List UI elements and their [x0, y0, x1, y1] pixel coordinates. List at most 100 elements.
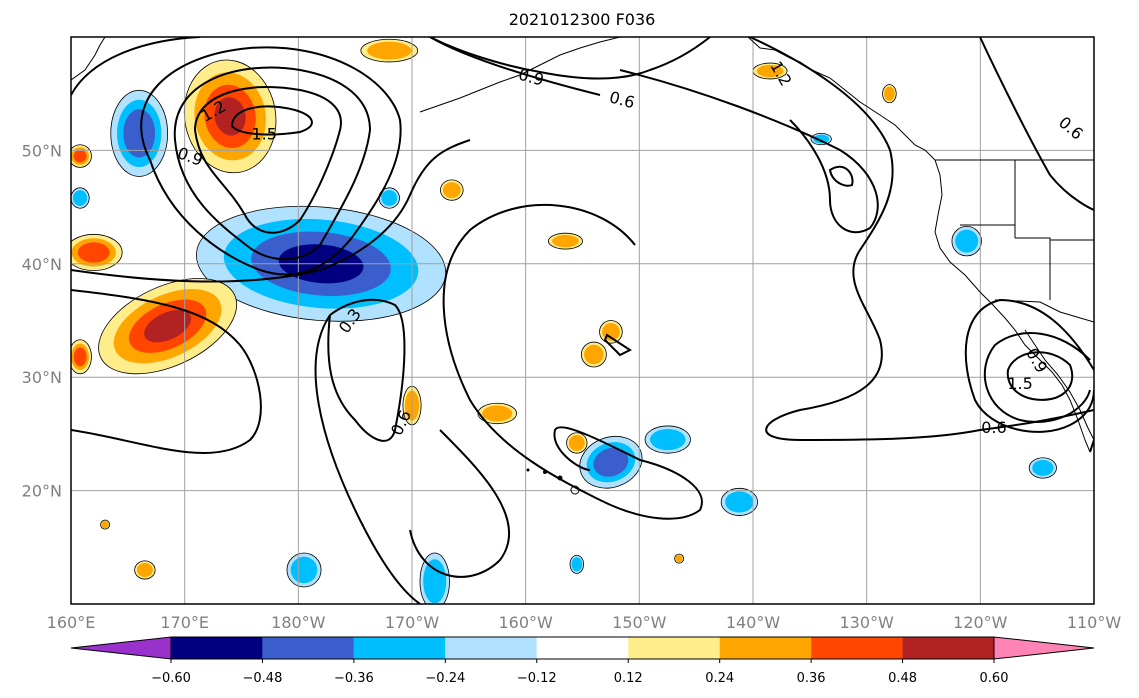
contour-loop-central: [409, 429, 511, 578]
longitude-tick-label: 150°W: [612, 613, 667, 632]
shaded-field-pos-level-1: [482, 405, 513, 422]
shaded-field-neg-level-1: [955, 229, 979, 253]
contour-small-mid: [603, 333, 633, 357]
shaded-field-neg-level-1: [571, 557, 583, 572]
colorbar-extend-max: [993, 636, 1095, 660]
contour-0.3-west: [71, 37, 471, 283]
colorbar-tick-label: 0.48: [888, 671, 917, 686]
coastline-north-america: [747, 37, 1091, 453]
shaded-field-pos-level-2: [73, 149, 87, 163]
contour-1.2-cutoff: [1006, 351, 1074, 401]
contour-0.6-cutoff: [964, 298, 1094, 433]
contour-0.9-west: [173, 66, 372, 261]
colorbar-swatch: [171, 637, 263, 659]
longitude-tick-label: 130°W: [839, 613, 894, 632]
colorbar-swatch: [719, 637, 812, 659]
shaded-field-pos-level-1: [442, 182, 461, 199]
shaded-field-neg-level-1: [813, 134, 830, 144]
shaded-field-neg-level-1: [725, 491, 754, 513]
colorbar-swatch: [353, 637, 446, 659]
shaded-field-pos-level-1: [756, 64, 784, 78]
shaded-field-neg-level-1: [1032, 459, 1054, 476]
contour-1.5: [230, 105, 313, 136]
colorbar-swatch: [262, 637, 354, 659]
contour-loop-mid: [442, 204, 703, 520]
latitude-tick-label: 40°N: [22, 255, 62, 274]
colorbar-tick-label: −0.12: [517, 671, 557, 686]
state-borders: [960, 160, 1094, 300]
longitude-tick-label: 170°W: [385, 613, 440, 632]
contour-0.9-cutoff: [983, 332, 1091, 423]
shaded-field-neg-level-2: [593, 447, 629, 477]
contour-0.6-west: [140, 46, 402, 276]
coastline-aleutians: [419, 37, 621, 113]
colorbar: −0.60 −0.48 −0.36 −0.24 −0.12 0.12 0.24 0.36 0.4…: [70, 636, 1095, 686]
latitude-tick-label: 30°N: [22, 368, 62, 387]
contour-lines: [71, 37, 1094, 604]
contour-east-trough: [749, 37, 1094, 442]
shading-layer: [71, 38, 1057, 604]
colorbar-outline: [171, 636, 994, 660]
shaded-field-pos-level-3: [214, 97, 246, 136]
latitude-tick-labels: 20°N 30°N 40°N 50°N: [22, 141, 62, 500]
contour-label: 1.5: [1007, 374, 1032, 393]
longitude-tick-label: 140°W: [726, 613, 781, 632]
shaded-field-pos-level-1: [675, 555, 683, 563]
colorbar-extend-min: [70, 636, 172, 660]
plot-frame: [70, 36, 1095, 605]
longitude-tick-label: 170°E: [160, 613, 209, 632]
longitude-tick-label: 160°E: [47, 613, 96, 632]
colorbar-tick-label: −0.24: [425, 671, 465, 686]
shaded-field-pos-level-3: [144, 309, 192, 343]
contour-ne-corner: [979, 37, 1094, 211]
colorbar-swatch: [628, 637, 720, 659]
contour-small-ne: [828, 165, 854, 187]
shaded-field-pos-level-1: [584, 344, 604, 365]
contour-0.3-south: [314, 298, 421, 604]
longitude-tick-label: 120°W: [953, 613, 1008, 632]
contour-0.9-north: [429, 37, 711, 80]
shaded-field-pos-level-1: [367, 41, 412, 60]
colorbar-tick-label: −0.36: [334, 671, 374, 686]
colorbar-tick-label: 0.36: [797, 671, 826, 686]
colorbar-tick-label: 0.60: [980, 671, 1009, 686]
coastline-baja: [1024, 329, 1094, 441]
longitude-tick-label: 180°W: [271, 613, 326, 632]
shaded-field-pos-level-2: [77, 242, 110, 263]
hawaii-island: [526, 468, 530, 472]
latitude-tick-label: 20°N: [22, 482, 62, 501]
shaded-field-neg-level-2: [123, 109, 156, 158]
shaded-field-pos-level-1: [568, 435, 585, 451]
shaded-field-pos-level-1: [136, 562, 153, 578]
contour-0.3-tongue: [71, 289, 262, 454]
colorbar-swatch: [811, 637, 903, 659]
colorbar-swatch: [445, 637, 537, 659]
colorbar-swatch: [536, 637, 629, 659]
colorbar-tick-label: 0.24: [705, 671, 734, 686]
coastline-kamchatka: [71, 37, 106, 81]
longitude-tick-labels: 160°E 170°E 180°W 170°W 160°W 150°W 140°W 130°W…: [47, 613, 1122, 632]
shaded-field-neg-level-1: [290, 556, 318, 584]
shaded-field-pos-level-2: [73, 347, 87, 367]
latitude-tick-label: 50°N: [22, 141, 62, 160]
contour-1.2: [193, 86, 342, 234]
shaded-field-pos-level-1: [101, 521, 109, 529]
colorbar-tick-label: −0.48: [243, 671, 283, 686]
shaded-field-neg-level-1: [423, 559, 447, 604]
coastlines: [71, 37, 1094, 495]
shaded-field-neg-level-1: [73, 190, 88, 206]
map-title: 2021012300 F036: [509, 10, 656, 29]
contour-label: 1.5: [252, 124, 277, 143]
contour-label: 0.6: [981, 418, 1006, 437]
longitude-tick-label: 160°W: [498, 613, 553, 632]
colorbar-tick-label: −0.60: [151, 671, 191, 686]
shaded-field-neg-level-1: [381, 190, 398, 206]
border-us-mexico: [994, 299, 1094, 323]
shaded-field-pos-level-1: [552, 234, 579, 248]
colorbar-tick-label: 0.12: [614, 671, 643, 686]
longitude-tick-label: 110°W: [1067, 613, 1122, 632]
shaded-field-pos-level-1: [884, 86, 895, 101]
colorbar-swatch: [902, 637, 994, 659]
shaded-field-neg-level-1: [650, 428, 686, 451]
